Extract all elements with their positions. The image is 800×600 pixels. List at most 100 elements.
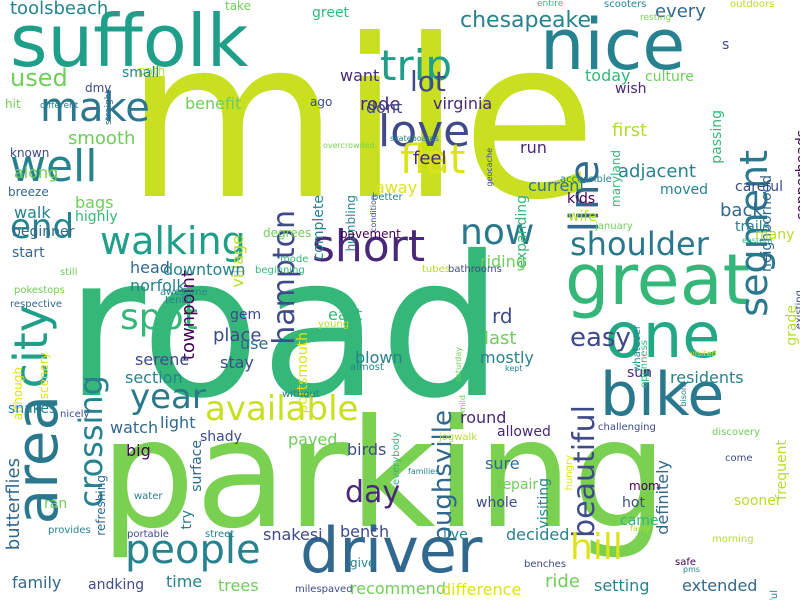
word-come: come bbox=[725, 453, 753, 464]
word-every: every bbox=[655, 1, 706, 22]
word-watch: watch bbox=[110, 418, 159, 437]
word-setting: setting bbox=[594, 576, 650, 595]
word-benefit: benefit bbox=[185, 94, 242, 113]
word-norfolk: norfolk bbox=[130, 276, 186, 295]
word-different: different bbox=[40, 101, 79, 111]
word-trees: trees bbox=[218, 576, 259, 595]
word-gem: gem bbox=[230, 307, 262, 323]
word-path: path bbox=[138, 64, 166, 78]
word-bike: bike bbox=[600, 360, 725, 430]
word-eastern: eastern bbox=[742, 236, 773, 245]
word-s: s bbox=[722, 37, 730, 53]
word-still: still bbox=[60, 267, 78, 278]
word-snakesi: snakesi bbox=[263, 525, 323, 544]
word-day: day bbox=[345, 475, 401, 510]
word-ran: ran bbox=[44, 496, 68, 512]
word-many: many bbox=[755, 227, 795, 243]
word-small: small bbox=[122, 65, 160, 81]
word-pms: pms bbox=[683, 565, 701, 574]
word-wish: wish bbox=[615, 81, 647, 97]
word-rode: rode bbox=[360, 94, 401, 115]
word-shoulder: shoulder bbox=[570, 225, 709, 263]
word-straight: straight bbox=[104, 90, 114, 125]
word-shady: shady bbox=[200, 429, 242, 445]
word-extended: extended bbox=[682, 576, 758, 595]
word-hill: hill bbox=[570, 527, 623, 568]
word-sooner: sooner bbox=[734, 493, 782, 509]
word-mile: mile bbox=[125, 0, 597, 248]
word-light: light bbox=[160, 413, 196, 432]
word-degrees: degrees bbox=[263, 226, 312, 240]
word-kept: kept bbox=[505, 364, 523, 373]
word-entire: entire bbox=[537, 0, 564, 9]
word-hungry: hungry bbox=[564, 455, 575, 491]
word-used: used bbox=[10, 64, 68, 92]
word-skateboards: skateboards bbox=[390, 134, 439, 143]
word-street: street bbox=[205, 529, 235, 540]
word-whole: whole bbox=[476, 495, 518, 511]
word-accessible: accessible bbox=[560, 174, 612, 185]
word-visiting: visiting bbox=[536, 478, 552, 529]
word-today: today bbox=[585, 66, 631, 85]
word-walking: walking bbox=[100, 219, 246, 263]
word-highly: highly bbox=[75, 209, 118, 225]
word-chesapeake: chesapeake bbox=[460, 8, 591, 33]
word-difference: difference bbox=[441, 580, 522, 599]
word-nicely: nicely bbox=[60, 409, 90, 420]
word-head: head bbox=[130, 258, 170, 277]
word-dont: dont bbox=[366, 98, 403, 117]
word-respective: respective bbox=[10, 299, 63, 310]
word-portable: portable bbox=[127, 529, 169, 540]
word-live: live bbox=[443, 527, 468, 543]
word-make: make bbox=[40, 85, 150, 131]
word-love: love bbox=[378, 106, 471, 157]
word-surface: surface bbox=[189, 440, 205, 492]
word-culture: culture bbox=[645, 69, 694, 85]
word-last: last bbox=[484, 328, 517, 349]
word-mostly: mostly bbox=[480, 348, 534, 367]
word-butterflies: butterflies bbox=[3, 458, 24, 551]
word-overcrowded: overcrowded bbox=[323, 141, 375, 150]
word-sure: sure bbox=[485, 454, 520, 473]
word-bison: bison bbox=[679, 385, 688, 407]
word-mode: mode bbox=[280, 254, 309, 265]
word-almost: almost bbox=[350, 362, 384, 373]
word-awesome: awesome bbox=[160, 287, 208, 298]
word-virginia: virginia bbox=[433, 94, 493, 113]
word-provides: provides bbox=[48, 525, 91, 536]
word-end: end bbox=[10, 207, 75, 247]
word-well: well bbox=[10, 141, 98, 192]
word-mom: mom bbox=[629, 479, 660, 493]
word-decided: decided bbox=[506, 525, 570, 544]
word-time: time bbox=[166, 572, 203, 591]
word-pavement: pavement bbox=[340, 227, 401, 241]
word-jogwalk: jogwalk bbox=[439, 432, 478, 443]
word-section: section bbox=[125, 368, 183, 387]
word-residents: residents bbox=[670, 368, 744, 387]
word-available: available bbox=[205, 389, 359, 429]
word-flat: flat bbox=[400, 137, 466, 183]
word-families: families bbox=[408, 467, 440, 476]
word-hit: hit bbox=[5, 97, 21, 111]
word-fairly: fairly bbox=[630, 524, 651, 533]
word-feel: feel bbox=[413, 148, 447, 169]
word-use: use bbox=[240, 334, 269, 353]
word-away: away bbox=[375, 178, 418, 197]
word-pokestops: pokestops bbox=[14, 285, 65, 296]
word-beginner: beginner bbox=[12, 224, 75, 240]
word-young: young bbox=[318, 319, 350, 330]
word-stay: stay bbox=[220, 353, 254, 372]
word-run: run bbox=[520, 138, 547, 157]
word-andking: andking bbox=[88, 577, 145, 593]
word-spot: spot bbox=[120, 297, 198, 338]
word-breeze: breeze bbox=[8, 185, 49, 199]
word-recommend: recommend bbox=[350, 579, 446, 598]
word-snakes: snakes bbox=[8, 401, 57, 417]
word-now: now bbox=[460, 212, 535, 253]
word-came: came bbox=[620, 513, 659, 529]
word-geocache: geocache bbox=[485, 148, 494, 187]
word-resting: resting bbox=[640, 13, 672, 23]
word-serene: serene bbox=[135, 350, 190, 369]
word-along: along bbox=[14, 163, 59, 182]
